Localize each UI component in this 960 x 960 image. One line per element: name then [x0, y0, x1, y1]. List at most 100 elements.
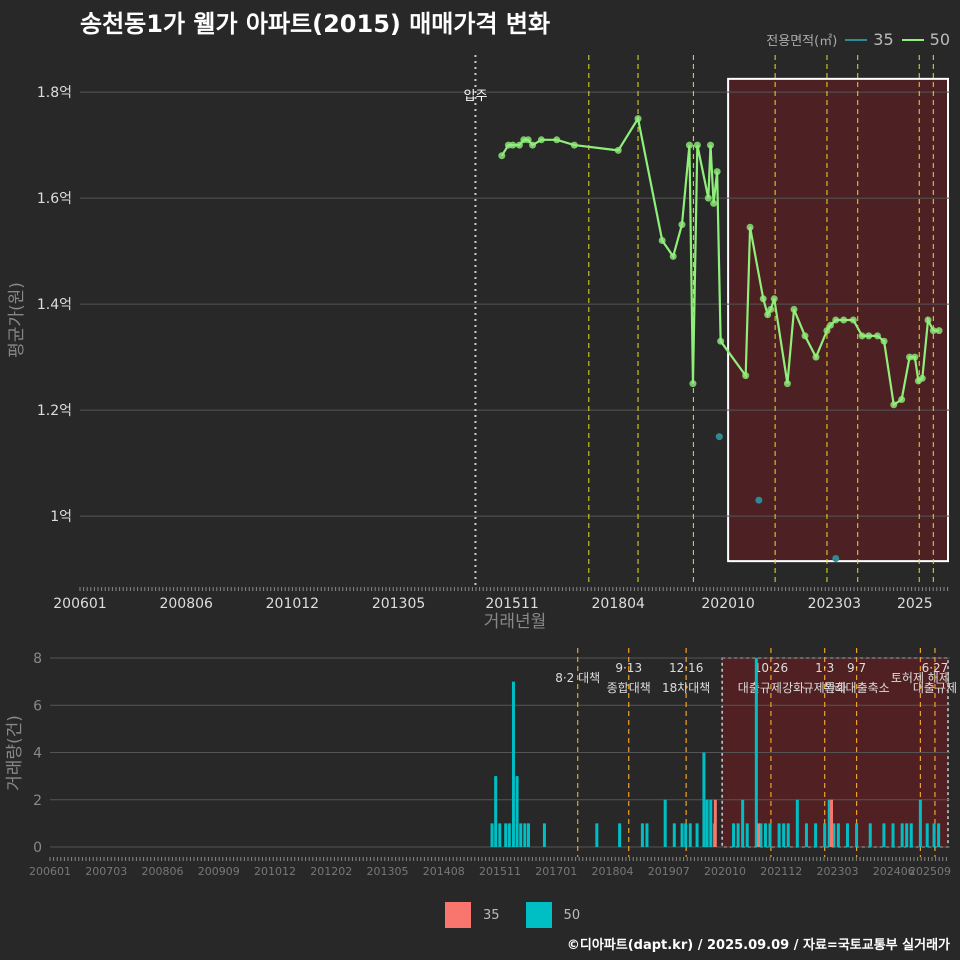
policy-event-date: 9·13 — [615, 661, 642, 675]
volume-bar-chart: 0 2 4 6 8 200601 200703 200806 200909 201012 20120… — [5, 648, 957, 878]
policy-event-name: 대출규제강화 — [738, 681, 804, 695]
series-50-point — [498, 152, 506, 160]
bar-50 — [900, 823, 904, 847]
y-tick-label: 1.8억 — [37, 85, 72, 101]
policy-event-name: 토허제 해제 — [891, 671, 950, 685]
x-tick-label: 201305 — [367, 865, 409, 878]
bar-50 — [526, 823, 530, 847]
policy-event-name: 종합대책 — [607, 680, 651, 695]
bar-50 — [795, 799, 799, 847]
x-tick-label: 201804 — [592, 865, 634, 878]
bar-50 — [759, 823, 763, 847]
policy-event-name: 규제완화 — [803, 681, 847, 695]
bar-50 — [672, 823, 676, 847]
bar-50 — [515, 776, 519, 847]
bar-50 — [855, 823, 859, 847]
y-tick-label: 1.6억 — [37, 191, 72, 207]
x-tick-label: 200601 — [29, 865, 71, 878]
bar-50 — [782, 823, 786, 847]
bar-50 — [827, 799, 831, 847]
series-50-point — [832, 316, 840, 324]
legend-top: 전용면적(㎡) 35 50 — [766, 30, 950, 49]
y-tick-label: 1.4억 — [37, 297, 72, 313]
bar-50 — [688, 823, 692, 847]
x-tick-label: 201012 — [254, 865, 296, 878]
x-tick-label: 201511 — [479, 865, 521, 878]
series-50-point — [890, 401, 898, 409]
series-50-point — [746, 223, 754, 231]
x-tick-label: 200703 — [85, 865, 127, 878]
bar-50 — [680, 823, 684, 847]
series-35-point — [755, 496, 763, 504]
bar-50 — [542, 823, 546, 847]
x-tick-label: 201907 — [648, 865, 690, 878]
x-axis-title: 거래년월 — [484, 612, 547, 632]
bar-50 — [932, 823, 936, 847]
series-50-point — [767, 305, 775, 313]
policy-event-name: 8·2 대책 — [555, 670, 600, 685]
series-50-point — [874, 332, 881, 340]
series-50-point — [678, 221, 686, 229]
bar-50 — [490, 823, 494, 847]
x-tick-label: 200909 — [198, 865, 240, 878]
bar-50 — [618, 823, 622, 847]
series-50-point — [707, 141, 715, 149]
series-50-point — [537, 136, 545, 144]
bar-50 — [905, 823, 909, 847]
y-tick-label: 6 — [33, 698, 42, 714]
series-50-point — [669, 252, 677, 260]
x-tick-label: 201701 — [535, 865, 577, 878]
series-50-point — [689, 380, 697, 388]
policy-event-name: 대출규제 — [913, 681, 957, 695]
series-50-point — [924, 316, 932, 324]
x-tick-label: 201202 — [310, 865, 352, 878]
policy-event-date: 6·27 — [922, 661, 949, 675]
bar-50 — [814, 823, 818, 847]
x-tick-label: 202406 — [873, 865, 915, 878]
series-50-point — [658, 237, 666, 244]
y-tick-label: 1.2억 — [37, 403, 72, 419]
bar-50 — [498, 823, 502, 847]
bar-50 — [804, 823, 808, 847]
legend-item-50: 50 — [901, 30, 950, 49]
x-tick-label: 200806 — [159, 596, 213, 612]
series-50-point — [880, 337, 888, 345]
bar-50 — [925, 823, 929, 847]
series-50-point — [783, 380, 791, 388]
bar-50 — [763, 823, 767, 847]
series-50-point — [823, 327, 831, 335]
series-50-point — [759, 295, 767, 303]
x-tick-label: 202010 — [701, 596, 754, 612]
series-50-point — [693, 141, 701, 149]
y-axis-title: 거래량(건) — [5, 715, 25, 791]
bar-50 — [754, 658, 758, 847]
price-line-chart: 1억 1.2억 1.4억 1.6억 1.8억 200601 200806 201012 2013… — [7, 55, 950, 632]
x-tick-label: 201511 — [485, 596, 538, 612]
bar-50 — [868, 823, 872, 847]
bar-35 — [757, 823, 761, 847]
bar-50 — [695, 823, 699, 847]
series-35-point — [832, 555, 840, 562]
bar-50 — [741, 799, 745, 847]
policy-event-name: 특례대출축소 — [823, 681, 889, 695]
policy-event-name: 18차대책 — [662, 680, 710, 695]
legend-swatch-35 — [845, 38, 868, 41]
series-50-point — [570, 141, 578, 149]
bar-50 — [504, 823, 508, 847]
bar-50 — [891, 823, 895, 847]
x-tick-label: 200806 — [142, 865, 184, 878]
series-50-point — [524, 136, 532, 144]
series-50-point — [858, 332, 866, 340]
series-50-point — [929, 327, 937, 335]
legend-label-35: 35 — [873, 30, 894, 49]
series-50-point — [812, 353, 820, 361]
footer-credit: ©디아파트(dapt.kr) / 2025.09.09 / 자료=국토교통부 실… — [566, 938, 950, 953]
legend-item-35: 35 — [845, 30, 894, 49]
series-50-point — [801, 332, 809, 340]
bar-50 — [745, 823, 749, 847]
bar-50 — [882, 823, 886, 847]
series-50-point — [634, 115, 642, 123]
series-35-point — [715, 433, 723, 441]
bar-50 — [836, 823, 840, 847]
bar-50 — [777, 823, 781, 847]
